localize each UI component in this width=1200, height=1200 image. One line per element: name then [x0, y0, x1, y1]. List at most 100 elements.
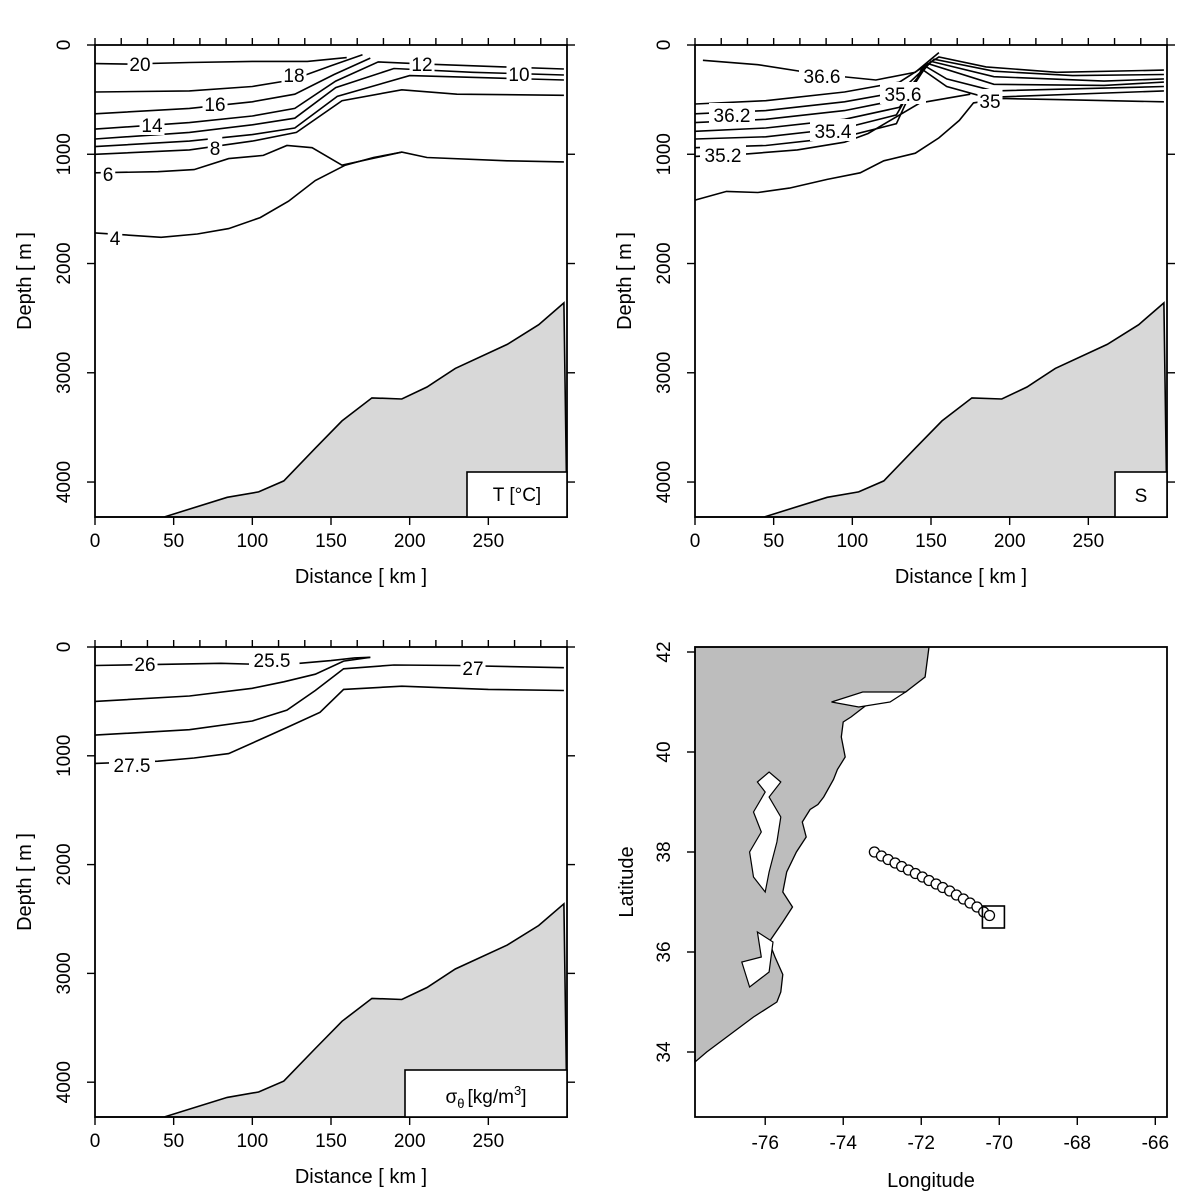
y-tick-label: 0: [54, 642, 75, 653]
selected-station-box: [981, 905, 1006, 929]
legend-label-part: 3: [514, 1083, 521, 1098]
x-tick-label: 200: [994, 531, 1026, 552]
contour-label-bg: [202, 92, 228, 114]
x-tick-label: 250: [472, 1131, 504, 1152]
y-axis-title: Latitude: [616, 846, 638, 917]
contour-line-4: [94, 151, 402, 239]
x-axis-title: Distance [ km ]: [295, 566, 427, 588]
station-marker: [983, 909, 996, 922]
x-tick-label: 150: [915, 531, 947, 552]
contour-line-27.5: [94, 685, 564, 765]
x-tick-label: 250: [1072, 531, 1104, 552]
contour-label-bg: [880, 82, 926, 104]
contour-line-25.5: [299, 656, 371, 665]
y-tick-label: 36: [654, 941, 675, 962]
seafloor-topography: [695, 301, 1168, 518]
y-tick-label: 2000: [654, 242, 675, 284]
contour-line-16: [94, 57, 371, 115]
y-tick-label: 0: [654, 40, 675, 51]
seafloor-topography: [95, 902, 568, 1118]
y-axis-title: Depth [ m ]: [614, 232, 636, 330]
x-tick-label: 100: [236, 1131, 268, 1152]
contour-label: 26: [134, 655, 155, 676]
y-axis-title: Depth [ m ]: [14, 833, 36, 931]
density-section-panel: 26 25.5 27 27.5 0 50 100 150 200 250 0 1000 2000 3000…: [14, 640, 575, 1188]
y-axis-title: Depth [ m ]: [14, 232, 36, 330]
y-tick-label: 40: [654, 741, 675, 762]
contour-label: 35.4: [815, 122, 852, 143]
contour-label: 6: [103, 165, 114, 186]
x-tick-label: 0: [690, 531, 701, 552]
contour-line-36.2: [694, 58, 1164, 115]
contour-label: 10: [508, 65, 529, 86]
x-tick-label: 50: [163, 1131, 184, 1152]
contour-label-bg: [409, 52, 435, 74]
temperature-section-panel: 20 18 16 14 12 10 8 6 4 0 50 100 150 200 250 0 1000 2000 3…: [14, 38, 575, 588]
x-tick-label: -70: [986, 1133, 1013, 1154]
contour-label: 25.5: [254, 651, 291, 672]
contour-label-bg: [132, 652, 158, 674]
legend-box: [1114, 471, 1168, 518]
contour-label-bg: [700, 143, 746, 165]
y-tick-label: 2000: [54, 242, 75, 284]
y-tick-label: 4000: [654, 461, 675, 503]
contour-line-27: [94, 664, 564, 736]
contour-label: 18: [283, 66, 304, 87]
contour-label: 4: [110, 229, 121, 250]
contour-label: 36.2: [714, 106, 751, 127]
x-tick-label: 100: [236, 531, 268, 552]
contour-line-20: [94, 56, 347, 65]
contour-label: 8: [210, 139, 221, 160]
bay-water: [741, 930, 774, 989]
contour-label: 14: [141, 116, 163, 137]
contour-label-bg: [506, 62, 532, 84]
contour-label: 35.6: [885, 85, 922, 106]
contour-label-bg: [249, 648, 295, 670]
legend-label: S: [1135, 486, 1148, 507]
x-tick-label: 200: [394, 531, 426, 552]
contour-line-10: [94, 74, 564, 148]
legend-label: σθ [kg/m3]: [446, 1083, 527, 1111]
contour-label: 36.6: [804, 67, 841, 88]
legend-label: T [°C]: [493, 485, 541, 506]
x-axis-title: Distance [ km ]: [295, 1166, 427, 1188]
legend-label-part: [kg/m: [468, 1087, 514, 1108]
x-tick-label: -66: [1142, 1133, 1169, 1154]
contour-label: 35: [979, 92, 1000, 113]
contour-line-36.0: [694, 60, 1164, 124]
contour-label-bg: [107, 226, 123, 248]
contour-label: 12: [411, 55, 432, 76]
y-tick-label: 42: [654, 641, 675, 662]
y-tick-label: 4000: [54, 461, 75, 503]
contour-label: 20: [129, 55, 150, 76]
contour-label: 27.5: [114, 756, 151, 777]
x-tick-label: 50: [763, 531, 784, 552]
contour-line-14: [94, 61, 564, 130]
y-tick-label: 4000: [54, 1061, 75, 1103]
x-tick-label: 50: [163, 531, 184, 552]
land-mass: [694, 646, 930, 1064]
seafloor-topography: [95, 301, 568, 518]
contour-label-bg: [207, 136, 223, 158]
y-tick-label: 34: [654, 1041, 675, 1063]
x-tick-label: 250: [472, 531, 504, 552]
contour-line-12: [94, 67, 564, 140]
x-tick-label: 150: [315, 1131, 347, 1152]
x-axis-title: Distance [ km ]: [895, 566, 1027, 588]
x-tick-label: 200: [394, 1131, 426, 1152]
contour-line-36.4: [694, 56, 1164, 105]
contour-label: 27: [462, 659, 483, 680]
x-axis-title: Longitude: [887, 1170, 975, 1192]
legend-label-part: σ: [446, 1087, 458, 1108]
contour-label-bg: [799, 64, 845, 86]
bay-water: [831, 691, 908, 708]
contour-label-bg: [100, 162, 116, 184]
contour-line-35: [694, 97, 1164, 201]
y-tick-label: 38: [654, 841, 675, 862]
x-tick-label: 100: [836, 531, 868, 552]
x-tick-label: -74: [829, 1133, 857, 1154]
contour-line-6: [94, 144, 564, 174]
contour-label-bg: [810, 119, 856, 141]
x-tick-label: -68: [1064, 1133, 1091, 1154]
station-map-panel: -76 -74 -72 -70 -68 -66 34 36 38 40 42 Longitude Lat…: [616, 641, 1169, 1192]
